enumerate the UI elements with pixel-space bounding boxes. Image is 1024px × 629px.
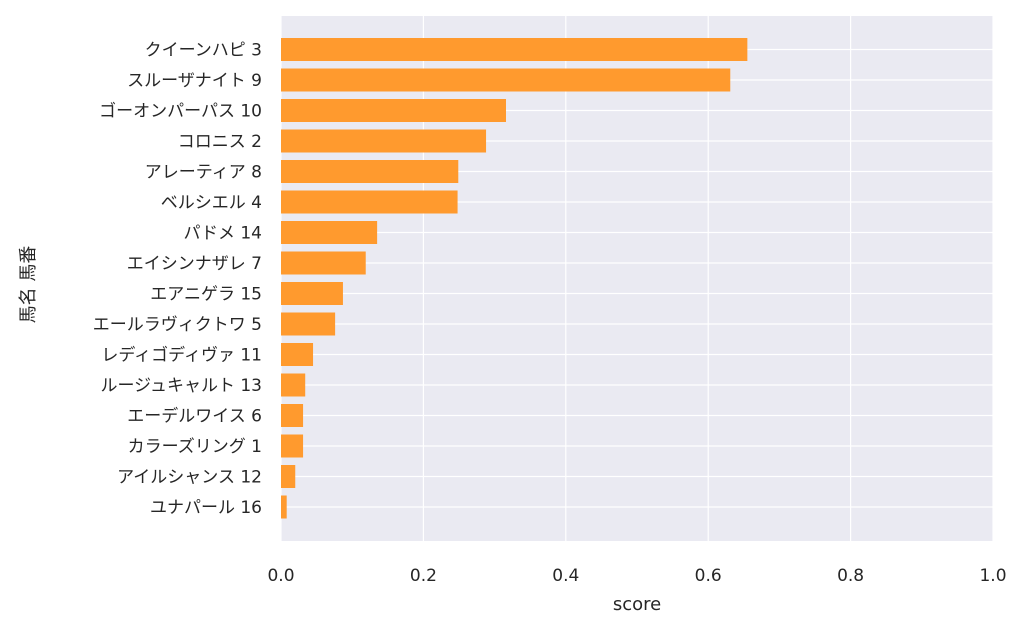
x-tick-label: 0.4 [552, 566, 579, 586]
bars [281, 38, 748, 519]
bar [281, 160, 459, 183]
bar [281, 190, 458, 214]
bar [281, 495, 287, 519]
y-tick-label: ゴーオンパーパス 10 [99, 101, 262, 122]
bar [281, 343, 314, 366]
x-tick-label: 0.0 [267, 566, 294, 586]
y-tick-label: ベルシエル 4 [161, 193, 262, 213]
bar [281, 68, 731, 92]
y-tick-labels: クイーンハピ 3 スルーザナイト 9 ゴーオンパーパス 10 コロニス 2 アレーティア… [93, 41, 262, 519]
x-tick-label: 1.0 [979, 566, 1006, 586]
plot-background [281, 16, 993, 541]
y-tick-label: ユナパール 16 [150, 498, 262, 518]
bar [281, 434, 304, 458]
y-tick-label: ルージュキャルト 13 [100, 376, 262, 396]
bar [281, 38, 748, 61]
bar [281, 129, 487, 153]
bar [281, 221, 378, 244]
y-tick-label: アイルシャンス 12 [117, 468, 262, 488]
y-tick-label: クイーンハピ 3 [145, 41, 262, 61]
x-tick-label: 0.2 [410, 566, 437, 586]
y-tick-label: エーデルワイス 6 [127, 406, 262, 427]
bar [281, 465, 296, 488]
x-tick-label: 0.8 [837, 566, 864, 586]
x-tick-label: 0.6 [695, 566, 722, 586]
y-axis-title: 馬名 馬番 [18, 246, 39, 324]
bar [281, 373, 306, 397]
bar [281, 404, 304, 427]
bar [281, 312, 336, 336]
bar [281, 282, 343, 305]
x-tick-labels: 0.0 0.2 0.4 0.6 0.8 1.0 [267, 566, 1006, 586]
y-tick-label: パドメ 14 [183, 224, 262, 244]
y-tick-label: レディゴディヴァ 11 [101, 345, 262, 366]
y-tick-label: カラーズリング 1 [128, 437, 262, 457]
y-tick-label: アレーティア 8 [145, 163, 262, 183]
bar [281, 251, 366, 275]
y-tick-label: エールラヴィクトワ 5 [93, 315, 262, 335]
y-tick-label: エイシンナザレ 7 [127, 254, 262, 274]
y-tick-label: コロニス 2 [178, 132, 262, 152]
x-axis-title: score [613, 594, 661, 615]
y-tick-label: スルーザナイト 9 [127, 71, 262, 91]
y-tick-label: エアニゲラ 15 [150, 285, 262, 305]
bar [281, 99, 506, 122]
